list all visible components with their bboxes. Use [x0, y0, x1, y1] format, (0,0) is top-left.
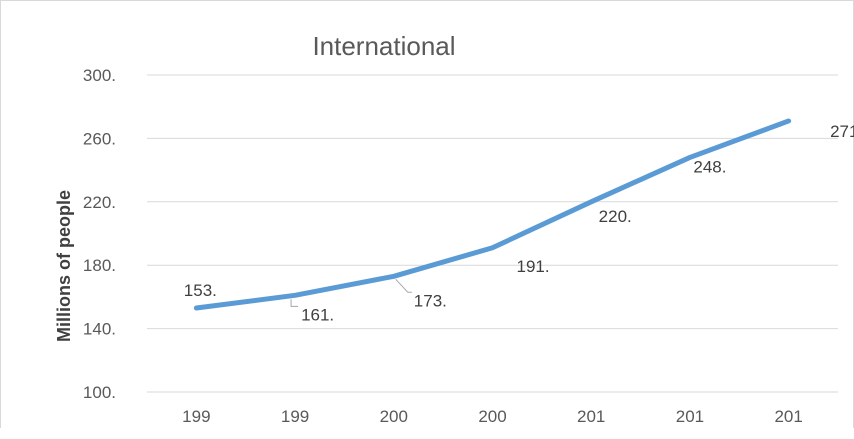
y-tick-label: 140. — [83, 320, 116, 339]
x-tick-label: 201 — [774, 407, 802, 426]
x-tick-label: 199 — [182, 407, 210, 426]
x-tick-label: 201 — [577, 407, 605, 426]
y-axis-label: Millions of people — [54, 190, 74, 342]
y-tick-label: 260. — [83, 129, 116, 148]
x-tick-label: 201 — [676, 407, 704, 426]
x-tick-label: 200 — [380, 407, 408, 426]
series-line — [193, 118, 792, 311]
data-label: 248. — [693, 157, 726, 176]
y-tick-label: 100. — [83, 383, 116, 402]
data-label: 173. — [414, 291, 447, 310]
data-label: 153. — [184, 281, 217, 300]
data-label: 271. — [830, 122, 854, 141]
data-label-leader — [290, 299, 299, 307]
y-tick-label: 220. — [83, 193, 116, 212]
y-tick-label: 300. — [83, 66, 116, 85]
x-tick-label: 199 — [281, 407, 309, 426]
x-tick-label: 200 — [478, 407, 506, 426]
data-label-leader — [395, 278, 412, 293]
data-label: 220. — [599, 207, 632, 226]
chart-title: International — [312, 31, 455, 61]
data-label: 191. — [517, 257, 550, 276]
data-label: 161. — [301, 305, 334, 324]
y-tick-label: 180. — [83, 256, 116, 275]
bottom-crop — [0, 428, 854, 439]
